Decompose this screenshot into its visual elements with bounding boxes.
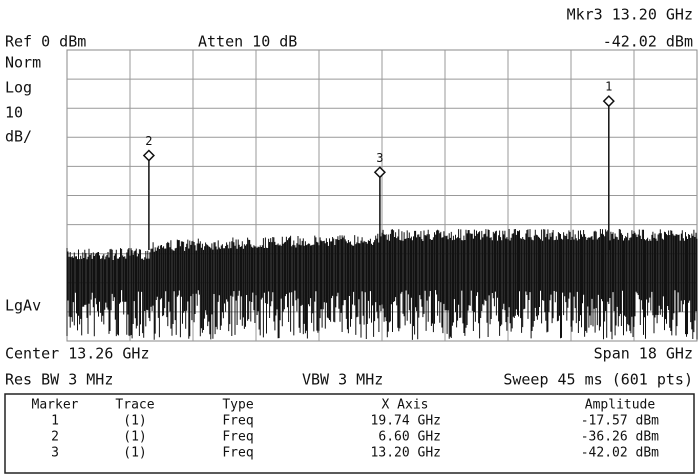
table-cell: 2 [51, 430, 59, 445]
marker-diamond [602, 95, 615, 108]
marker-diamond [373, 166, 386, 179]
vbw: VBW 3 MHz [302, 371, 383, 389]
table-cell: (1) [123, 446, 146, 461]
sweep: Sweep 45 ms (601 pts) [503, 371, 693, 389]
column-header: Trace [115, 398, 154, 413]
scale-unit: dB/ [5, 128, 32, 146]
table-cell: Freq [222, 430, 253, 445]
table-cell: 3 [51, 446, 59, 461]
marker-label: 1 [605, 80, 612, 94]
column-header: Marker [32, 398, 79, 413]
scale-type: Log [5, 79, 32, 97]
table-cell: 13.20 GHz [371, 446, 441, 461]
mode-label: Norm [5, 54, 41, 72]
table-cell: 1 [51, 414, 59, 429]
marker-label: 3 [376, 151, 383, 165]
rbw: Res BW 3 MHz [5, 371, 113, 389]
table-cell: -42.02 dBm [581, 446, 659, 461]
table-cell: -36.26 dBm [581, 430, 659, 445]
marker-table: Marker Trace Type X Axis Amplitude 1 (1) Freq 19… [32, 398, 660, 461]
detector-label: LgAv [5, 297, 41, 315]
reference: Ref 0 dBm [5, 33, 86, 51]
table-cell: -17.57 dBm [581, 414, 659, 429]
column-header: Type [222, 398, 253, 413]
scale-label: 10 [5, 104, 23, 122]
plot-area: 1 2 3 [66, 49, 698, 342]
table-cell: (1) [123, 414, 146, 429]
marker-label: 2 [145, 134, 152, 148]
marker-table-border [4, 393, 695, 474]
column-header: X Axis [382, 398, 429, 413]
attenuation: Atten 10 dB [198, 33, 297, 51]
span: Span 18 GHz [594, 345, 693, 363]
marker-readout: Mkr3 13.20 GHz [567, 6, 693, 24]
center-frequency: Center 13.26 GHz [5, 345, 150, 363]
table-cell: (1) [123, 430, 146, 445]
table-cell: Freq [222, 446, 253, 461]
column-header: Amplitude [585, 398, 656, 413]
trace [66, 229, 698, 340]
marker-amplitude: -42.02 dBm [603, 33, 693, 51]
table-cell: 19.74 GHz [371, 414, 441, 429]
marker-diamond [142, 149, 155, 162]
table-cell: Freq [222, 414, 253, 429]
table-cell: 6.60 GHz [378, 430, 441, 445]
